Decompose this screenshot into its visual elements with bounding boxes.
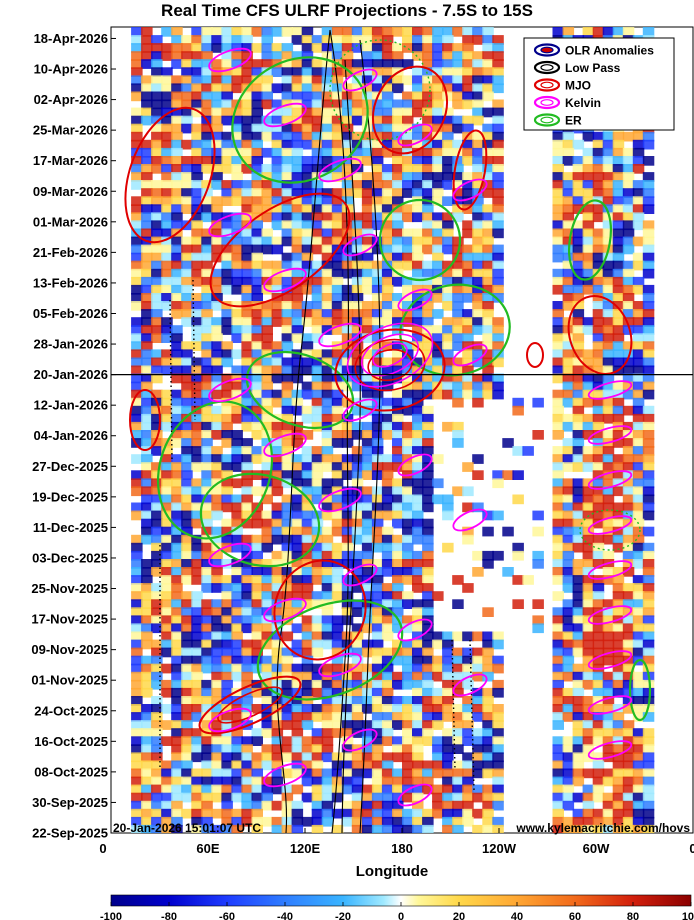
legend-label: ER <box>565 114 582 128</box>
x-tick-label: 180 <box>391 841 413 856</box>
colorbar-tick-label: 0 <box>398 911 404 920</box>
colorbar-tick-label: -20 <box>335 911 351 920</box>
y-tick-label: 17-Nov-2025 <box>31 612 108 627</box>
legend-entry: OLR Anomalies <box>535 44 654 58</box>
y-tick-label: 20-Jan-2026 <box>34 367 108 382</box>
colorbar-tick-label: -80 <box>161 911 177 920</box>
y-tick-label: 10-Apr-2026 <box>34 62 108 77</box>
colorbar-tick-label: 80 <box>627 911 639 920</box>
colorbar-tick-label: 100 <box>682 911 694 920</box>
y-tick-label: 01-Mar-2026 <box>33 214 108 229</box>
legend-label: MJO <box>565 79 591 93</box>
y-tick-label: 13-Feb-2026 <box>33 275 108 290</box>
colorbar-tick-label: 40 <box>511 911 523 920</box>
x-tick-label: 0 <box>689 841 694 856</box>
y-tick-label: 05-Feb-2026 <box>33 306 108 321</box>
colorbar-tick-label: -60 <box>219 911 235 920</box>
y-tick-label: 25-Mar-2026 <box>33 123 108 138</box>
legend-label: Kelvin <box>565 96 601 110</box>
legend: OLR Anomalies Low Pass MJO Kelvin ER <box>524 38 674 130</box>
url-annotation: www.kylemacritchie.com/hovs <box>515 821 690 835</box>
y-tick-label: 08-Oct-2025 <box>34 764 108 779</box>
olr-anomaly-field <box>131 27 654 835</box>
x-tick-label: 120W <box>482 841 517 856</box>
chart-title: Real Time CFS ULRF Projections - 7.5S to… <box>161 1 533 20</box>
y-tick-label: 24-Oct-2025 <box>34 703 108 718</box>
y-tick-label: 16-Oct-2025 <box>34 734 108 749</box>
y-tick-label: 02-Apr-2026 <box>34 92 108 107</box>
colorbar: -100 -80 -60 -40 -20 0 20 40 60 80 100 <box>100 895 694 920</box>
colorbar-tick-label: -40 <box>277 911 293 920</box>
y-tick-label: 01-Nov-2025 <box>31 673 108 688</box>
x-tick-label: 120E <box>290 841 321 856</box>
x-axis-title: Longitude <box>356 863 428 880</box>
y-tick-label: 22-Sep-2025 <box>32 826 108 841</box>
timestamp-annotation: 20-Jan-2026 15:01:07 UTC <box>113 821 261 835</box>
y-tick-label: 18-Apr-2026 <box>34 31 108 46</box>
y-tick-label: 25-Nov-2025 <box>31 581 108 596</box>
y-tick-label: 30-Sep-2025 <box>32 795 108 810</box>
y-tick-label: 03-Dec-2025 <box>32 550 108 565</box>
y-tick-label: 12-Jan-2026 <box>34 398 108 413</box>
y-axis: 22-Sep-2025 30-Sep-2025 08-Oct-2025 16-Oct-… <box>31 31 116 841</box>
y-tick-label: 21-Feb-2026 <box>33 245 108 260</box>
y-tick-label: 17-Mar-2026 <box>33 153 108 168</box>
x-tick-label: 60E <box>196 841 219 856</box>
y-tick-label: 28-Jan-2026 <box>34 337 108 352</box>
x-tick-label: 0 <box>99 841 106 856</box>
legend-label: Low Pass <box>565 61 621 75</box>
legend-label: OLR Anomalies <box>565 44 654 58</box>
legend-swatch-inner <box>541 47 553 53</box>
x-tick-label: 60W <box>583 841 610 856</box>
y-tick-label: 04-Jan-2026 <box>34 428 108 443</box>
colorbar-tick-label: 20 <box>453 911 465 920</box>
colorbar-tick-label: 60 <box>569 911 581 920</box>
y-tick-label: 27-Dec-2025 <box>32 459 108 474</box>
y-tick-label: 09-Mar-2026 <box>33 184 108 199</box>
y-tick-label: 09-Nov-2025 <box>31 642 108 657</box>
y-tick-label: 19-Dec-2025 <box>32 489 108 504</box>
colorbar-tick-label: -100 <box>100 911 122 920</box>
y-tick-label: 11-Dec-2025 <box>33 520 108 535</box>
